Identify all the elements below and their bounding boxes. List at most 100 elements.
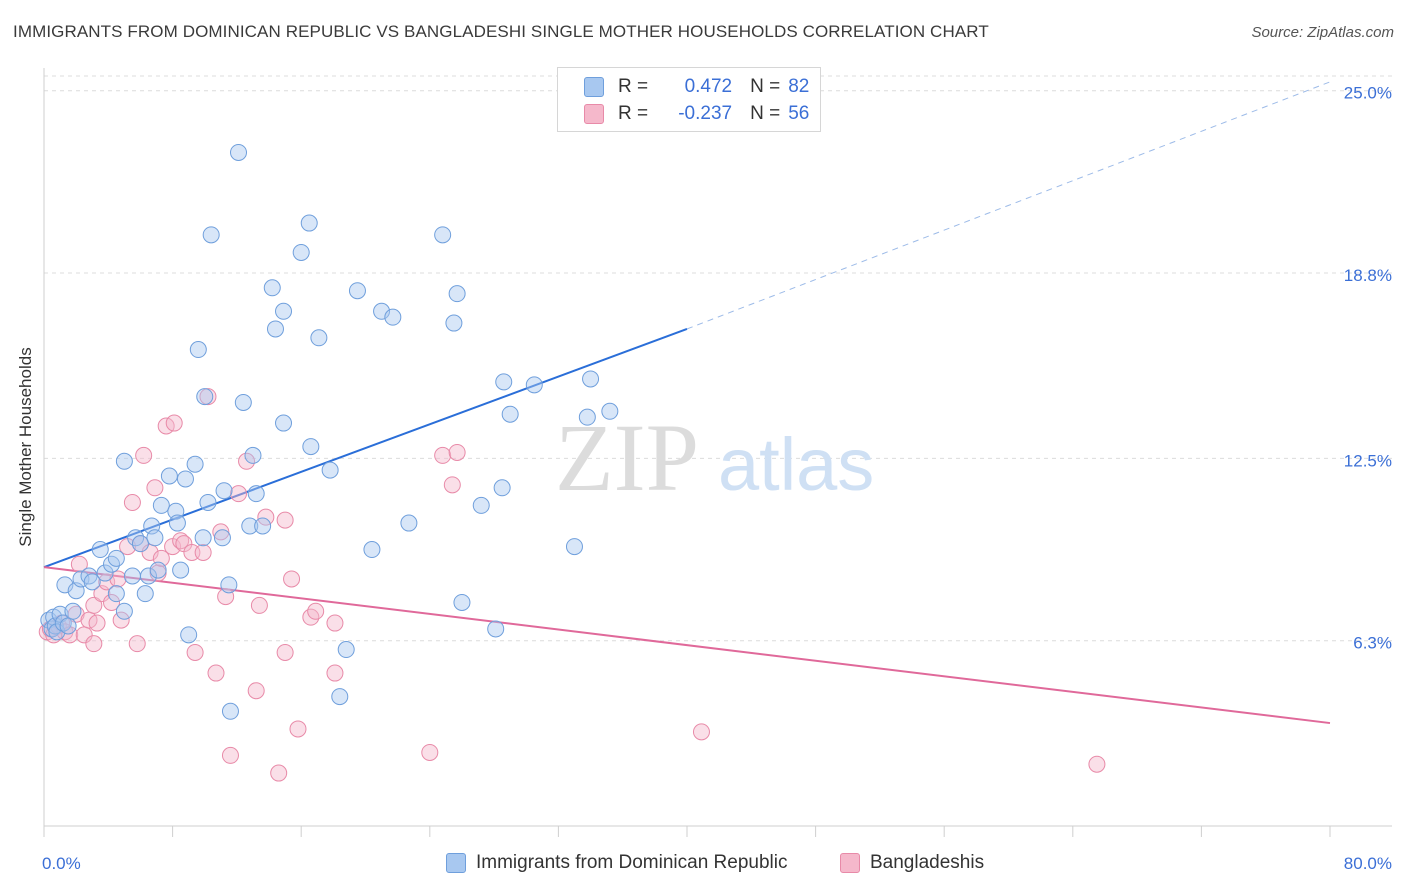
data-point-bangladeshis <box>250 596 268 614</box>
bottom-legend-label-dominican: Immigrants from Dominican Republic <box>476 852 788 873</box>
legend: R = 0.472 N = 82 R = -0.237 N = 56 <box>557 67 821 132</box>
x-tick-label: 80.0% <box>1344 854 1392 873</box>
watermark-atlas: atlas <box>718 423 874 506</box>
data-point-dominican <box>131 535 149 553</box>
data-point-dominican <box>136 585 154 603</box>
data-point-dominican <box>176 470 194 488</box>
legend-r-label: R = <box>618 76 649 97</box>
data-point-dominican <box>91 541 109 559</box>
data-point-dominican <box>180 626 198 644</box>
legend-r-label: R = <box>618 103 649 124</box>
data-point-dominican <box>310 329 328 347</box>
data-point-dominican <box>149 561 167 579</box>
data-point-bangladeshis <box>326 614 344 632</box>
bottom-legend-swatch-blue <box>446 853 466 873</box>
data-point-bangladeshis <box>289 720 307 738</box>
data-point-bangladeshis <box>257 508 275 526</box>
bottom-legend: Immigrants from Dominican Republic Bangl… <box>0 852 1406 878</box>
legend-swatch-blue <box>584 77 604 97</box>
data-point-dominican <box>300 214 318 232</box>
data-point-bangladeshis <box>238 452 256 470</box>
data-point-dominican <box>434 226 452 244</box>
tick-labels: 6.3% 12.5% 18.8% 25.0% 0.0% 80.0% <box>42 84 1392 873</box>
data-point-dominican <box>472 496 490 514</box>
data-point-dominican <box>107 585 125 603</box>
source-label: Source: ZipAtlas.com <box>1251 24 1394 41</box>
y-axis-label: Single Mother Households <box>16 347 35 547</box>
data-point-bangladeshis <box>276 511 294 529</box>
legend-row-pink: R = -0.237 N = 56 <box>584 101 809 127</box>
data-point-bangladeshis <box>276 643 294 661</box>
y-tick-label: 6.3% <box>1353 634 1392 653</box>
data-point-bangladeshis <box>230 485 248 503</box>
data-point-bangladeshis <box>85 596 103 614</box>
data-point-dominican <box>495 373 513 391</box>
data-point-dominican <box>152 496 170 514</box>
data-point-bangladeshis <box>85 635 103 653</box>
data-point-dominican <box>172 561 190 579</box>
data-point-bangladeshis <box>88 614 106 632</box>
data-point-dominican <box>525 376 543 394</box>
bottom-legend-item-bangladeshis: Bangladeshis <box>840 852 984 874</box>
chart-title: IMMIGRANTS FROM DOMINICAN REPUBLIC VS BA… <box>13 22 989 41</box>
data-point-bangladeshis <box>448 443 466 461</box>
legend-r-value: 0.472 <box>684 76 733 97</box>
data-point-dominican <box>221 702 239 720</box>
series-dominican-republic <box>40 143 619 720</box>
data-point-dominican <box>263 279 281 297</box>
data-point-dominican <box>601 402 619 420</box>
trend-lines <box>43 81 1331 725</box>
data-point-dominican <box>448 285 466 303</box>
data-point-dominican <box>202 226 220 244</box>
data-point-dominican <box>54 614 72 632</box>
bottom-legend-swatch-pink <box>840 853 860 873</box>
data-point-bangladeshis <box>186 643 204 661</box>
axes <box>43 68 1392 837</box>
data-point-bangladeshis <box>692 723 710 741</box>
data-point-dominican <box>302 438 320 456</box>
data-point-dominican <box>373 302 391 320</box>
data-point-dominican <box>213 529 231 547</box>
data-point-dominican <box>400 514 418 532</box>
data-point-bangladeshis <box>326 664 344 682</box>
data-point-dominican <box>453 593 471 611</box>
data-point-dominican <box>582 370 600 388</box>
y-tick-label: 18.8% <box>1344 266 1392 285</box>
data-point-bangladeshis <box>283 570 301 588</box>
data-point-dominican <box>215 482 233 500</box>
data-point-dominican <box>107 549 125 567</box>
data-point-dominican <box>168 514 186 532</box>
data-point-bangladeshis <box>421 743 439 761</box>
legend-swatch-pink <box>584 104 604 124</box>
data-point-dominican <box>331 688 349 706</box>
data-point-dominican <box>337 641 355 659</box>
data-point-dominican <box>40 611 58 629</box>
data-point-dominican <box>146 529 164 547</box>
data-point-dominican <box>186 455 204 473</box>
data-point-dominican <box>220 576 238 594</box>
data-point-bangladeshis <box>207 664 225 682</box>
x-tick-label: 0.0% <box>42 854 81 873</box>
data-point-dominican <box>160 467 178 485</box>
y-tick-label: 25.0% <box>1344 84 1392 103</box>
data-point-dominican <box>139 567 157 585</box>
data-point-bangladeshis <box>194 543 212 561</box>
data-point-dominican <box>275 414 293 432</box>
legend-n-label: N = <box>750 103 781 124</box>
data-point-dominican <box>247 485 265 503</box>
trend-line-dominican-extension <box>686 81 1331 330</box>
data-point-dominican <box>254 517 272 535</box>
data-point-bangladeshis <box>247 682 265 700</box>
watermark-zip: ZIP <box>555 404 699 511</box>
watermark: ZIP atlas <box>555 404 874 511</box>
data-point-bangladeshis <box>123 493 141 511</box>
bottom-legend-label-bangladeshis: Bangladeshis <box>870 852 985 873</box>
data-point-bangladeshis <box>112 611 130 629</box>
data-point-bangladeshis <box>221 746 239 764</box>
data-point-dominican <box>194 529 212 547</box>
data-point-dominican <box>384 308 402 326</box>
data-point-bangladeshis <box>103 593 121 611</box>
data-point-dominican <box>59 617 77 635</box>
data-point-dominican <box>292 243 310 261</box>
